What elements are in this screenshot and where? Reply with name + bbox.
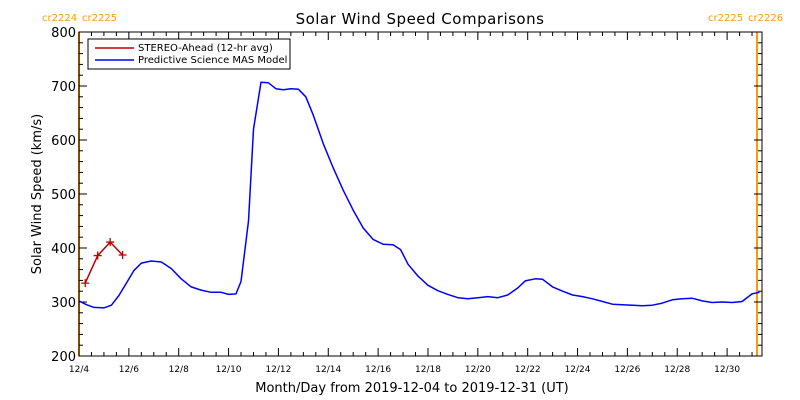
plot-frame (78, 31, 763, 357)
carrington-label-left-2: cr2225 (82, 13, 117, 24)
x-tick-label: 12/10 (216, 365, 242, 375)
x-tick-label: 12/26 (614, 365, 640, 375)
x-tick-label: 12/6 (119, 365, 139, 375)
y-tick-label: 800 (51, 26, 76, 41)
x-tick-label: 12/14 (315, 365, 341, 375)
carrington-label-right-2: cr2226 (748, 13, 783, 24)
data-point-marker (93, 251, 102, 260)
data-point-marker (118, 251, 127, 260)
x-tick-label: 12/4 (69, 365, 89, 375)
x-tick-label: 12/28 (664, 365, 690, 375)
carrington-boundary-lines (78, 32, 759, 356)
x-axis-label: Month/Day from 2019-12-04 to 2019-12-31 … (255, 381, 568, 396)
y-tick-label: 600 (51, 134, 76, 149)
carrington-label-left-1: cr2224 (42, 13, 77, 24)
data-point-marker (81, 279, 90, 288)
chart-title: Solar Wind Speed Comparisons (296, 10, 545, 28)
y-tick-label: 300 (51, 296, 76, 311)
x-tick-label: 12/20 (465, 365, 491, 375)
series-layer (78, 81, 760, 309)
x-tick-labels: 12/4 12/6 12/8 12/10 12/12 12/14 12/16 12/18 12/… (69, 365, 740, 375)
carrington-label-right-1: cr2225 (708, 13, 743, 24)
y-tick-labels: 200 300 400 500 600 700 800 (51, 26, 76, 365)
axis-ticks (78, 31, 762, 357)
legend-label-stereo: STEREO-Ahead (12-hr avg) (138, 43, 273, 54)
data-point-marker (106, 238, 115, 247)
x-tick-label: 12/16 (365, 365, 391, 375)
series-line-1 (78, 81, 760, 309)
y-axis-label: Solar Wind Speed (km/s) (30, 114, 45, 274)
x-tick-label: 12/30 (714, 365, 740, 375)
x-tick-label: 12/12 (265, 365, 291, 375)
x-tick-label: 12/24 (565, 365, 591, 375)
y-tick-label: 700 (51, 80, 76, 95)
legend-label-mas-model: Predictive Science MAS Model (138, 55, 287, 66)
series-line-0 (84, 241, 124, 284)
x-tick-label: 12/22 (515, 365, 541, 375)
y-tick-label: 500 (51, 188, 76, 203)
x-tick-label: 12/8 (169, 365, 189, 375)
legend-box (87, 38, 291, 70)
y-tick-label: 400 (51, 242, 76, 257)
y-tick-label: 200 (51, 350, 76, 365)
x-tick-label: 12/18 (415, 365, 441, 375)
legend: STEREO-Ahead (12-hr avg) Predictive Scie… (87, 38, 291, 70)
